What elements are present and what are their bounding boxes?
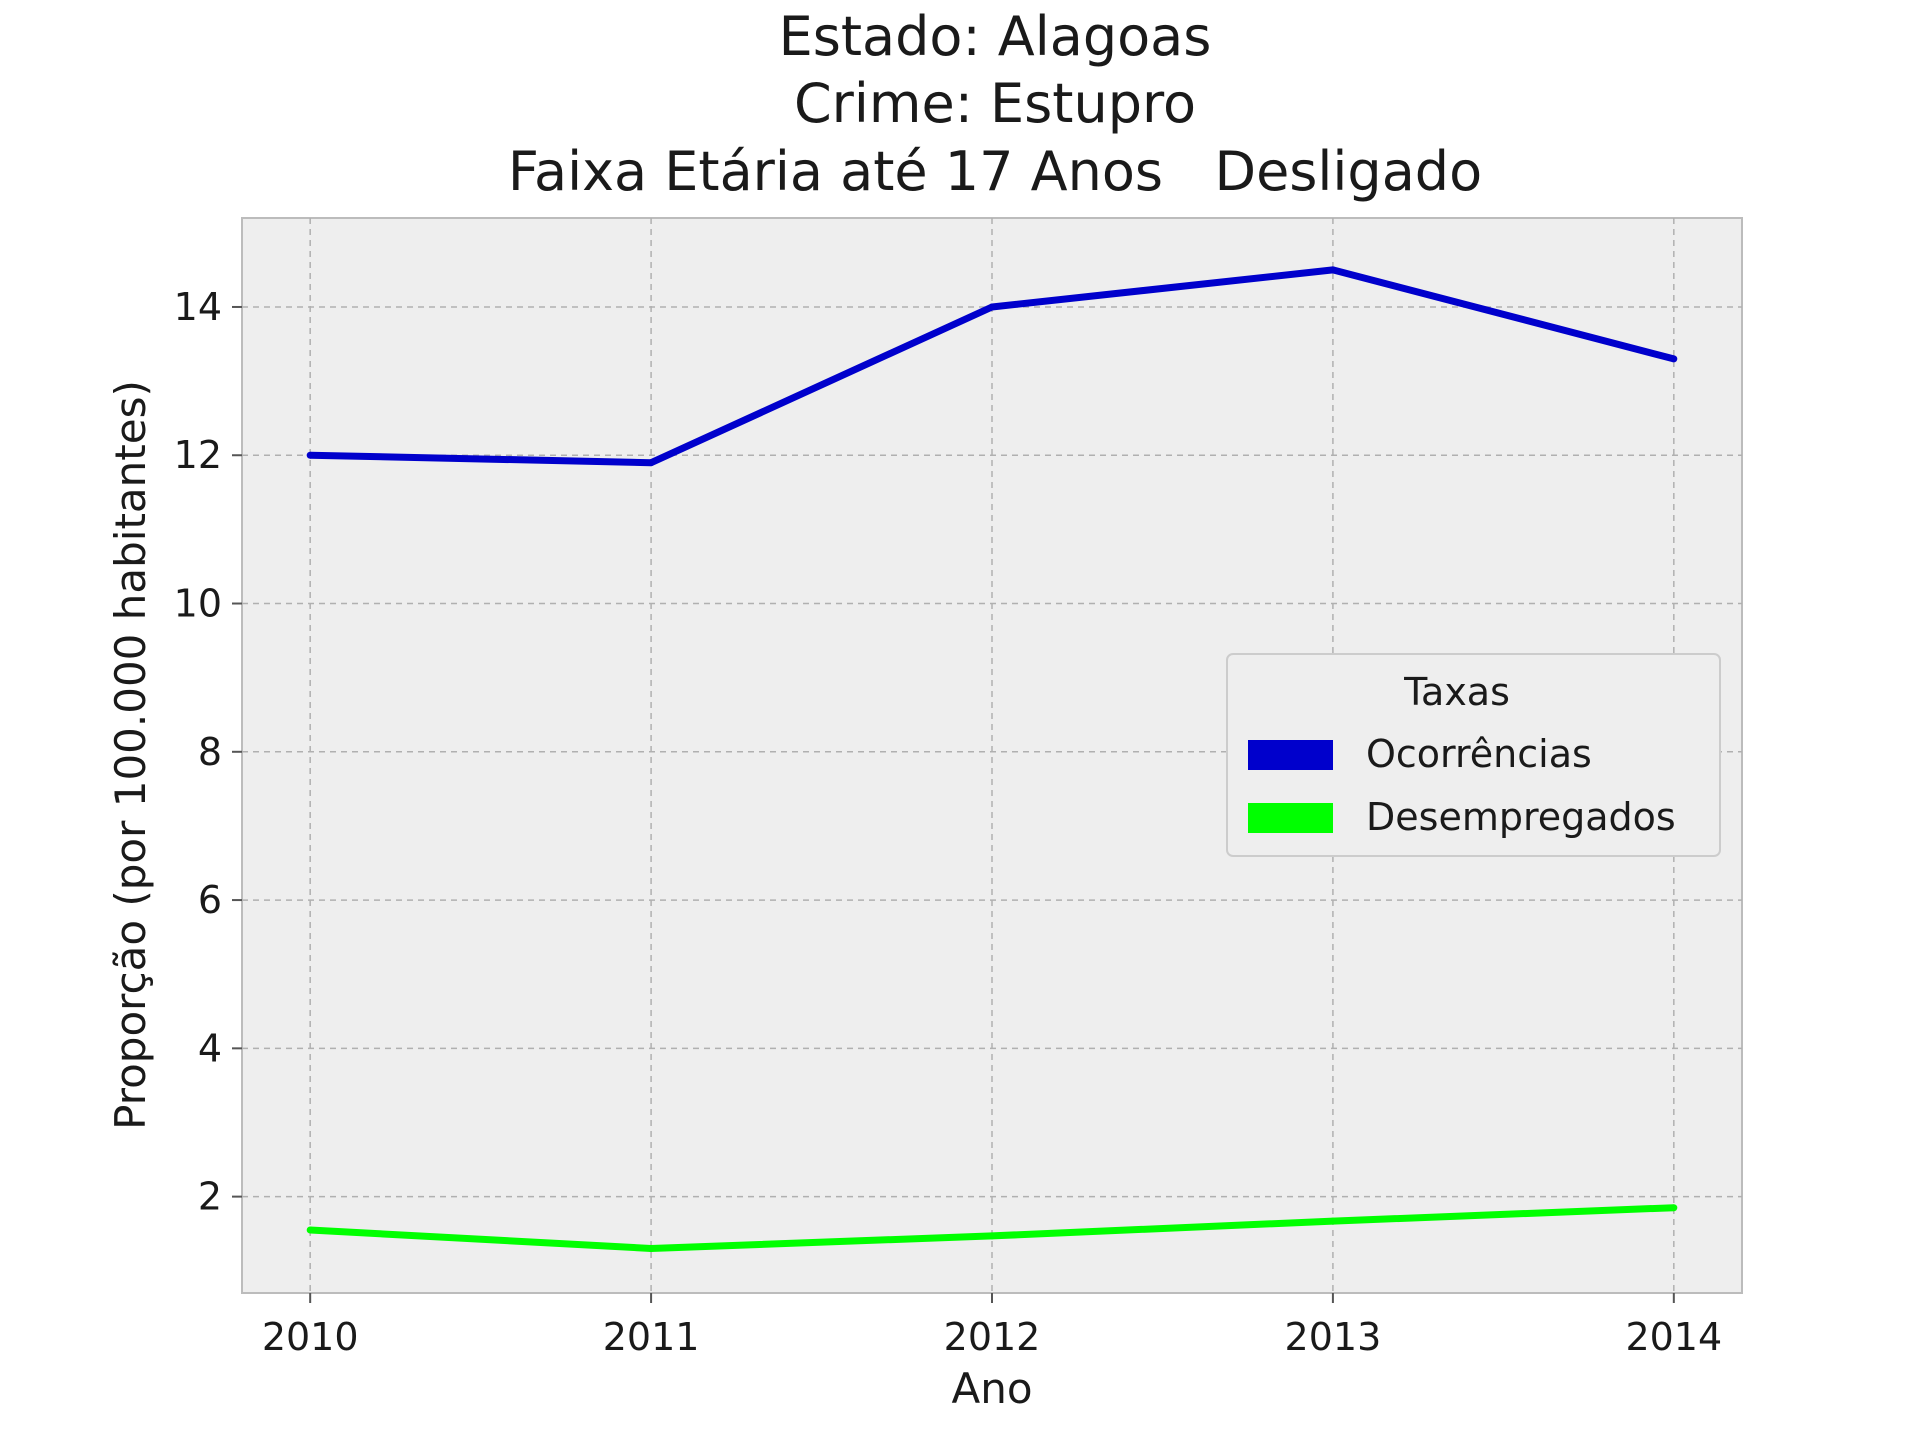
y-tick-label: 12 xyxy=(174,433,222,477)
legend-label-ocorrencias: Ocorrências xyxy=(1366,732,1592,776)
data-point xyxy=(1329,266,1337,274)
y-axis-ticks: 2 4 6 8 10 12 14 xyxy=(174,285,242,1219)
data-point xyxy=(1670,355,1678,363)
data-point xyxy=(647,1245,655,1253)
legend-title: Taxas xyxy=(1403,670,1510,714)
title-line-1: Estado: Alagoas xyxy=(779,5,1212,68)
x-tick-label: 2012 xyxy=(944,1315,1041,1359)
data-point xyxy=(988,303,996,311)
x-axis-label: Ano xyxy=(951,1364,1032,1413)
y-tick-label: 8 xyxy=(198,730,222,774)
y-tick-label: 10 xyxy=(174,582,222,626)
x-tick-label: 2014 xyxy=(1625,1315,1722,1359)
y-tick-label: 2 xyxy=(198,1175,222,1219)
y-tick-label: 14 xyxy=(174,285,222,329)
x-tick-label: 2013 xyxy=(1285,1315,1382,1359)
chart-title: Estado: Alagoas Crime: Estupro Faixa Etá… xyxy=(508,5,1482,203)
legend-swatch-desempregados xyxy=(1248,803,1333,833)
x-tick-label: 2010 xyxy=(262,1315,359,1359)
data-point xyxy=(988,1232,996,1240)
y-tick-label: 6 xyxy=(198,878,222,922)
data-point xyxy=(1670,1204,1678,1212)
legend-box xyxy=(1226,653,1721,857)
data-point xyxy=(306,451,314,459)
x-axis-ticks: 2010 2011 2012 2013 2014 xyxy=(262,1293,1722,1359)
data-point xyxy=(647,459,655,467)
title-line-2: Crime: Estupro xyxy=(794,72,1196,135)
legend-swatch-ocorrencias xyxy=(1248,740,1333,770)
y-axis-label: Proporção (por 100.000 habitantes) xyxy=(106,380,155,1130)
data-point xyxy=(306,1226,314,1234)
series-lines xyxy=(306,266,1678,1253)
y-tick-label: 4 xyxy=(198,1026,222,1070)
title-line-3: Faixa Etária até 17 Anos Desligado xyxy=(508,140,1482,203)
x-tick-label: 2011 xyxy=(603,1315,700,1359)
data-point xyxy=(1329,1217,1337,1225)
legend-label-desempregados: Desempregados xyxy=(1366,795,1676,839)
legend: Taxas Ocorrências Desempregados xyxy=(1226,653,1721,857)
